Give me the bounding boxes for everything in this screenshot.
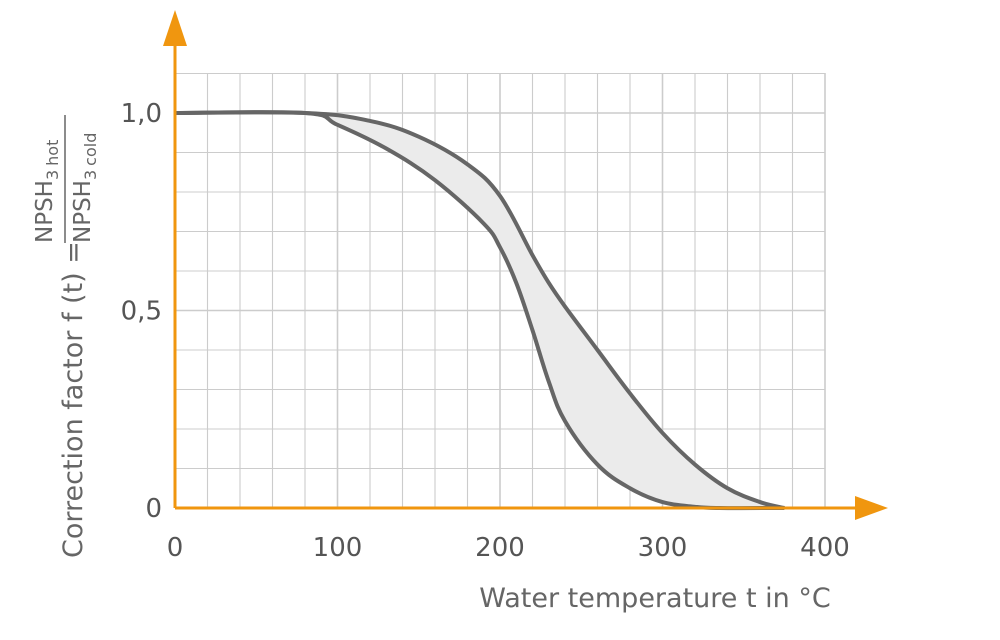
- x-tick-label: 400: [800, 533, 850, 563]
- y-axis-label: Correction factor f (t) =: [58, 241, 89, 558]
- y-tick-labels: 0 0,5 1,0: [121, 99, 162, 524]
- axes: [163, 10, 888, 520]
- x-axis-label: Water temperature t in °C: [479, 583, 830, 614]
- y-tick-label: 0,5: [121, 297, 162, 327]
- y-tick-label: 1,0: [121, 99, 162, 129]
- x-tick-labels: 0 100 200 300 400: [167, 533, 850, 563]
- y-axis-arrow: [163, 10, 187, 46]
- y-tick-label: 0: [145, 494, 162, 524]
- lower-bound-line: [174, 110, 785, 511]
- upper-bound-line: [174, 110, 785, 510]
- x-tick-label: 100: [313, 533, 363, 563]
- x-tick-label: 200: [475, 533, 525, 563]
- tolerance-band-area: [175, 112, 785, 509]
- fraction-numerator: NPSH3hot: [32, 140, 62, 243]
- x-tick-label: 300: [638, 533, 688, 563]
- x-tick-label: 0: [167, 533, 184, 563]
- y-axis-label-group: Correction factor f (t) = NPSH3hot NPSH3…: [32, 115, 100, 558]
- fraction-denominator: NPSH3cold: [70, 133, 100, 243]
- y-axis-fraction: NPSH3hot NPSH3cold: [32, 115, 100, 243]
- grid: [174, 72, 826, 508]
- x-axis-arrow: [855, 496, 888, 520]
